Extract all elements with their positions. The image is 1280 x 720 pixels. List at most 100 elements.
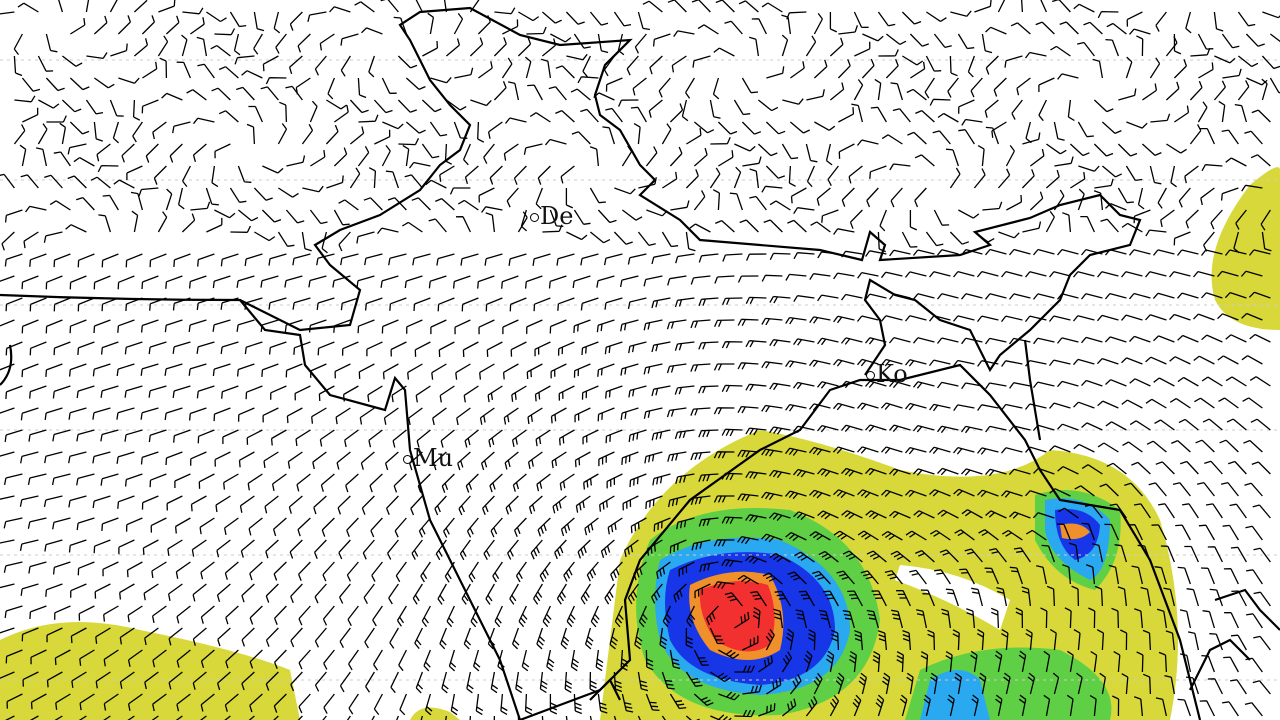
wind-barb [766, 66, 785, 79]
wind-barb [560, 627, 570, 650]
wind-barb [997, 0, 1006, 13]
wind-barb [880, 315, 903, 322]
wind-barb [905, 446, 927, 455]
wind-barb [373, 693, 383, 715]
wind-barb [713, 495, 735, 503]
wind-barb [1224, 611, 1239, 629]
wind-barb [1100, 218, 1119, 233]
wind-barb [558, 429, 575, 446]
wind-barb [1009, 382, 1031, 389]
wind-barb [1104, 292, 1127, 300]
wind-barb [1134, 608, 1144, 629]
wind-barb [773, 608, 784, 629]
wind-barb [1253, 547, 1271, 563]
wind-barb [380, 275, 399, 288]
wind-barb [936, 249, 959, 256]
wind-barb [192, 143, 207, 162]
wind-barb [389, 297, 407, 311]
wind-barb [643, 275, 663, 287]
wind-barb [1081, 522, 1096, 541]
wind-barb [168, 671, 183, 690]
wind-barb [809, 489, 831, 499]
wind-barb [920, 651, 929, 673]
wind-barb [233, 33, 241, 56]
wind-barb [487, 385, 503, 403]
wind-barb [319, 33, 335, 51]
wind-barb [318, 385, 335, 402]
wind-barb [806, 165, 815, 188]
wind-barb [52, 561, 71, 575]
wind-barb [841, 187, 855, 207]
wind-barb [691, 0, 711, 13]
wind-barb [76, 517, 95, 531]
wind-barb [889, 468, 911, 476]
wind-barb [71, 671, 87, 688]
wind-barb [573, 209, 591, 225]
wind-barb [812, 570, 831, 585]
wind-barb [550, 363, 567, 379]
wind-barb [332, 275, 351, 288]
wind-barb [220, 341, 239, 354]
wind-barb [43, 231, 63, 243]
wind-barb [1043, 694, 1051, 717]
wind-barb [793, 252, 815, 260]
wind-barb [320, 473, 335, 492]
wind-barb [168, 627, 183, 646]
wind-barb [486, 341, 503, 357]
wind-barb [0, 407, 15, 414]
wind-barb [1045, 211, 1055, 233]
wind-barb [693, 693, 714, 706]
wind-barb [734, 143, 756, 152]
wind-barb [997, 168, 1011, 189]
wind-barb [24, 205, 47, 213]
wind-barb [200, 561, 215, 580]
wind-barb [993, 77, 1007, 97]
wind-barb [517, 37, 532, 57]
wind-barb [490, 517, 503, 538]
wind-barb [1230, 546, 1247, 563]
wind-barb [1105, 38, 1120, 57]
wind-barb [27, 473, 47, 486]
wind-barb [934, 569, 951, 585]
wind-barb [173, 429, 191, 443]
wind-barb [500, 693, 508, 715]
wind-barb [264, 495, 279, 514]
wind-barb [877, 11, 896, 27]
wind-barb [493, 37, 507, 57]
wind-barb [881, 530, 903, 541]
wind-barb [411, 197, 431, 211]
wind-barb [985, 126, 1000, 145]
wind-barb [273, 605, 287, 626]
wind-barb [273, 649, 287, 670]
wind-barb [637, 11, 651, 31]
wind-barb [1080, 293, 1103, 300]
wind-barb [54, 715, 63, 720]
wind-barb [19, 495, 39, 507]
wind-barb [96, 143, 111, 162]
wind-barb [896, 651, 904, 673]
wind-barb [1076, 672, 1083, 695]
wind-barb [862, 33, 884, 42]
wind-barb [45, 319, 63, 334]
wind-barb [52, 385, 71, 399]
wind-barb [73, 157, 95, 167]
wind-barb [621, 451, 639, 465]
wind-barb [1057, 73, 1079, 80]
wind-barb [713, 47, 735, 57]
wind-barb [140, 363, 159, 376]
wind-barb [881, 358, 903, 367]
wind-barb [116, 407, 135, 420]
wind-barb [1048, 315, 1071, 322]
wind-barb [30, 693, 47, 710]
wind-barb [333, 209, 350, 226]
wind-barb [998, 231, 1020, 239]
wind-barb [44, 174, 63, 189]
wind-barb [1209, 633, 1224, 651]
wind-barb [890, 187, 903, 208]
wind-barb [14, 95, 36, 103]
wind-barb [673, 30, 695, 37]
wind-barb [237, 165, 252, 183]
wind-barb [363, 197, 383, 211]
wind-barb [833, 489, 855, 499]
